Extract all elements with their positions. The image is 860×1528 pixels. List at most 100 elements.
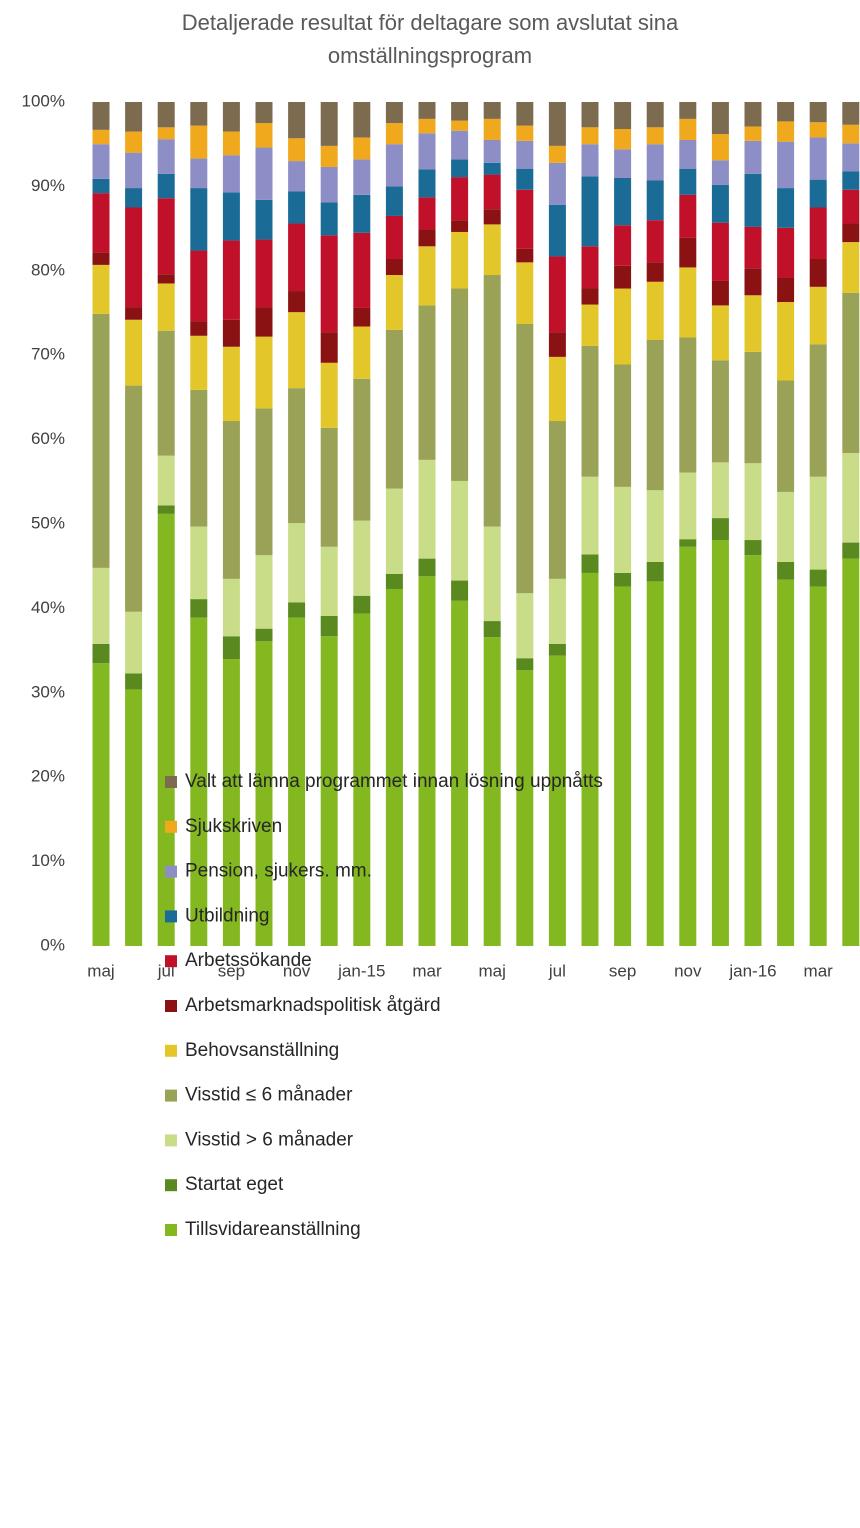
bar-segment bbox=[744, 226, 762, 269]
bar-segment bbox=[679, 546, 697, 946]
bar-segment bbox=[255, 641, 273, 946]
bar-segment bbox=[842, 102, 860, 125]
bar-segment bbox=[581, 572, 599, 946]
bar-segment bbox=[92, 252, 110, 265]
legend-swatch bbox=[165, 865, 177, 878]
bar-segment bbox=[418, 197, 436, 230]
y-tick-label: 80% bbox=[31, 260, 65, 279]
legend-swatch bbox=[165, 910, 177, 923]
bar-segment bbox=[548, 643, 566, 656]
bar-segment bbox=[125, 188, 143, 208]
bar-segment bbox=[222, 659, 240, 946]
bar-segment bbox=[614, 149, 632, 178]
bar-segment bbox=[483, 102, 501, 119]
y-tick-label: 10% bbox=[31, 851, 65, 870]
bar-segment bbox=[842, 453, 860, 543]
bar-segment bbox=[581, 288, 599, 305]
bar-segment bbox=[320, 102, 338, 146]
bar-segment bbox=[190, 125, 208, 159]
bar-segment bbox=[614, 486, 632, 573]
bar-segment bbox=[483, 637, 501, 946]
bar-segment bbox=[222, 346, 240, 422]
bar-segment bbox=[614, 288, 632, 365]
bar-segment bbox=[451, 120, 469, 131]
bar-segment bbox=[483, 224, 501, 276]
bar-segment bbox=[385, 488, 403, 574]
bar-segment bbox=[451, 480, 469, 581]
bar-segment bbox=[614, 265, 632, 289]
bar-segment bbox=[679, 237, 697, 268]
x-tick-label: maj bbox=[87, 961, 114, 980]
bar-segment bbox=[92, 313, 110, 568]
bar-segment bbox=[451, 580, 469, 601]
bar-segment bbox=[711, 540, 729, 946]
bar-segment bbox=[451, 231, 469, 289]
bar-segment bbox=[516, 189, 534, 249]
bar-segment bbox=[777, 188, 795, 228]
chart-title: Detaljerade resultat för deltagare som a… bbox=[181, 10, 679, 68]
bar-segment bbox=[92, 643, 110, 664]
bar-segment bbox=[809, 179, 827, 208]
bar-segment bbox=[548, 332, 566, 357]
bar-segment bbox=[320, 615, 338, 637]
bar-segment bbox=[548, 421, 566, 579]
bar-segment bbox=[157, 455, 175, 506]
y-tick-label: 60% bbox=[31, 429, 65, 448]
bar-segment bbox=[255, 555, 273, 629]
legend-label: Visstid ≤ 6 månader bbox=[185, 1085, 353, 1106]
bar-segment bbox=[157, 102, 175, 128]
bar-segment bbox=[679, 102, 697, 119]
bar-segment bbox=[679, 539, 697, 547]
bar-segment bbox=[320, 235, 338, 333]
bar-segment bbox=[451, 102, 469, 121]
bar-segment bbox=[777, 491, 795, 562]
bar-segment bbox=[92, 144, 110, 179]
bar-segment bbox=[581, 304, 599, 346]
bar-segment bbox=[190, 389, 208, 527]
bar-segment bbox=[516, 248, 534, 263]
bar-segment bbox=[222, 102, 240, 132]
bar-segment bbox=[842, 242, 860, 293]
bar-segment bbox=[646, 102, 664, 128]
bar-segment bbox=[744, 555, 762, 946]
x-tick-label: mar bbox=[412, 961, 442, 980]
bar-segment bbox=[777, 302, 795, 381]
bar-segment bbox=[157, 513, 175, 946]
bar-segment bbox=[516, 593, 534, 659]
bar-segment bbox=[744, 126, 762, 141]
bar-segment bbox=[92, 663, 110, 946]
x-tick-label: maj bbox=[478, 961, 505, 980]
bar-segment bbox=[385, 588, 403, 946]
bar-segment bbox=[92, 178, 110, 194]
bar-segment bbox=[451, 159, 469, 178]
bar-segment bbox=[809, 258, 827, 287]
bar-segment bbox=[614, 129, 632, 150]
y-tick-label: 40% bbox=[31, 598, 65, 617]
bar-segment bbox=[483, 526, 501, 622]
bar-segment bbox=[646, 180, 664, 221]
bar-segment bbox=[451, 130, 469, 160]
bar-segment bbox=[548, 578, 566, 644]
bar-segment bbox=[679, 267, 697, 338]
bar-segment bbox=[353, 307, 371, 327]
x-tick-label: jan-16 bbox=[728, 961, 776, 980]
bar-segment bbox=[418, 305, 436, 460]
bar-segment bbox=[581, 476, 599, 555]
legend-swatch bbox=[165, 1000, 177, 1012]
bar-segment bbox=[581, 176, 599, 247]
bar-segment bbox=[222, 421, 240, 579]
bar-segment bbox=[711, 305, 729, 361]
bar-segment bbox=[157, 283, 175, 331]
bar-segment bbox=[842, 542, 860, 559]
bar-segment bbox=[483, 621, 501, 638]
bar-segment bbox=[711, 102, 729, 135]
bar-segment bbox=[125, 319, 143, 386]
bar-segment bbox=[288, 223, 306, 292]
bar-segment bbox=[385, 329, 403, 489]
bar-segment bbox=[320, 427, 338, 547]
bar-segment bbox=[353, 102, 371, 138]
bar-segment bbox=[92, 129, 110, 145]
bar-segment bbox=[809, 137, 827, 180]
y-tick-label: 20% bbox=[31, 767, 65, 786]
bar-segment bbox=[385, 144, 403, 187]
